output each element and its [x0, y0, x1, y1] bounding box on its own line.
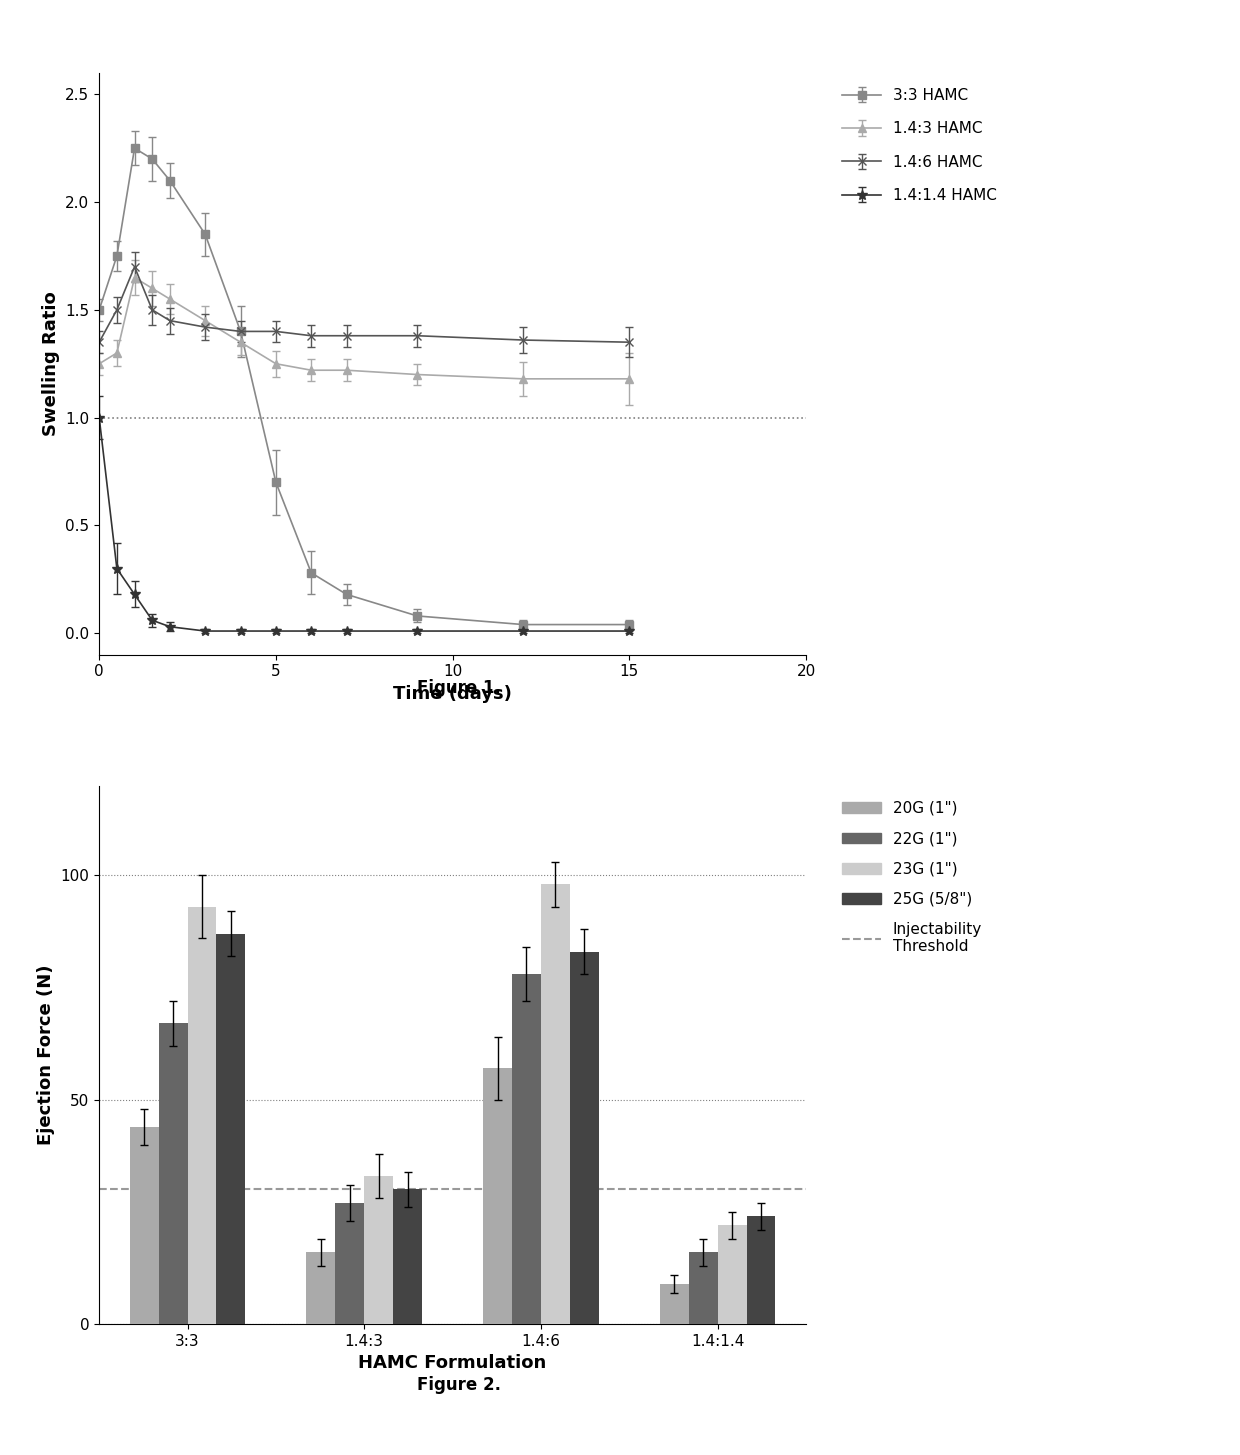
Legend: 20G (1"), 22G (1"), 23G (1"), 25G (5/8"), Injectability
Threshold: 20G (1"), 22G (1"), 23G (1"), 25G (5/8")… [835, 793, 990, 962]
Bar [718, 1225, 746, 1324]
Text: Figure 1.: Figure 1. [417, 679, 501, 697]
Bar [512, 975, 541, 1324]
Bar [217, 934, 246, 1324]
Legend: 3:3 HAMC, 1.4:3 HAMC, 1.4:6 HAMC, 1.4:1.4 HAMC: 3:3 HAMC, 1.4:3 HAMC, 1.4:6 HAMC, 1.4:1.… [835, 80, 1004, 211]
Y-axis label: Swelling Ratio: Swelling Ratio [42, 291, 60, 436]
Bar [365, 1176, 393, 1324]
X-axis label: HAMC Formulation: HAMC Formulation [358, 1355, 547, 1372]
Bar [570, 952, 599, 1324]
Bar [688, 1253, 718, 1324]
Bar [541, 885, 570, 1324]
Bar [130, 1126, 159, 1324]
Bar [306, 1253, 335, 1324]
Bar [660, 1283, 688, 1324]
Text: Figure 2.: Figure 2. [417, 1376, 501, 1394]
X-axis label: Time (days): Time (days) [393, 685, 512, 703]
Bar [335, 1203, 365, 1324]
Bar [159, 1023, 187, 1324]
Bar [746, 1216, 775, 1324]
Bar [484, 1068, 512, 1324]
Bar [393, 1190, 422, 1324]
Bar [187, 906, 217, 1324]
Y-axis label: Ejection Force (N): Ejection Force (N) [37, 965, 55, 1145]
